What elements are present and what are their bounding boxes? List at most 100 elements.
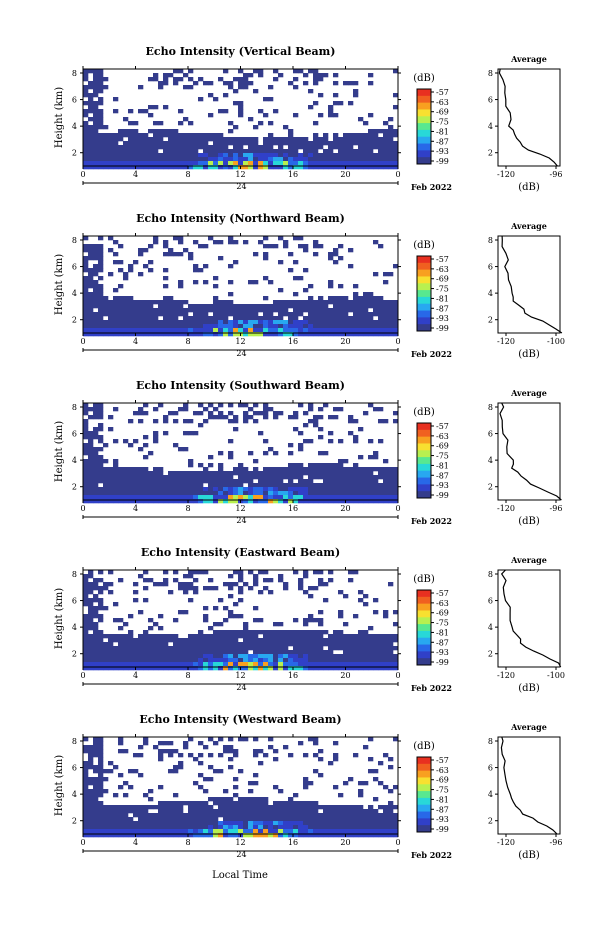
y-tick-label: 6 <box>72 263 77 272</box>
profile-x-label: (dB) <box>518 683 540 694</box>
profile-x-label: (dB) <box>518 182 540 193</box>
x-tick-label: 12 <box>235 671 245 680</box>
colorbar-segment <box>417 463 431 472</box>
heatmap-field <box>83 737 399 838</box>
y-tick-label: 2 <box>72 817 77 826</box>
panel-title: Echo Intensity (Westward Beam) <box>139 713 341 726</box>
profile-line <box>501 235 563 334</box>
profile-x-tick-label: -120 <box>497 504 515 513</box>
profile-x-label: (dB) <box>518 516 540 527</box>
profile-frame <box>497 736 561 835</box>
colorbar-tick-label: -57 <box>436 422 449 431</box>
y-tick-label: 4 <box>72 623 77 632</box>
y-tick-label: 2 <box>72 316 77 325</box>
panel-title: Echo Intensity (Eastward Beam) <box>141 546 340 559</box>
x-tick-label: 12 <box>235 170 245 179</box>
colorbar-segment <box>417 603 431 611</box>
date-tick-label: 24 <box>236 182 246 191</box>
y-tick-label: 4 <box>72 456 77 465</box>
colorbar-tick-label: -87 <box>436 471 449 480</box>
date-tick-label: 24 <box>236 516 246 525</box>
colorbar-tick-label: -63 <box>436 265 449 274</box>
colorbar-tick-label: -57 <box>436 589 449 598</box>
colorbar-segment <box>417 590 431 598</box>
colorbar-segment <box>417 644 431 652</box>
colorbar-segment <box>417 283 431 291</box>
x-tick-label: 0 <box>395 337 400 346</box>
profile-y-tick-label: 4 <box>488 456 493 465</box>
x-tick-label: 20 <box>340 337 350 346</box>
heatmap-field <box>83 69 399 170</box>
colorbar-label: (dB) <box>413 73 435 84</box>
x-tick-label: 4 <box>133 671 138 680</box>
date-label: Feb 2022 <box>411 516 452 526</box>
x-tick-label: 0 <box>80 838 85 847</box>
colorbar-tick-label: -75 <box>436 786 449 795</box>
colorbar-frame <box>416 422 432 499</box>
colorbar-segment <box>417 491 431 499</box>
colorbar-segment <box>417 777 431 785</box>
y-tick-label: 4 <box>72 289 77 298</box>
x-tick-label: 16 <box>288 838 298 847</box>
colorbar-tick-label: -93 <box>436 314 449 323</box>
y-axis-label: Height (km) <box>54 421 65 482</box>
x-tick-label: 12 <box>235 838 245 847</box>
profile-y-tick-label: 4 <box>488 790 493 799</box>
profile-y-tick-label: 4 <box>488 289 493 298</box>
colorbar-segment <box>417 129 431 138</box>
y-tick-label: 6 <box>72 764 77 773</box>
colorbar-segment <box>417 757 431 765</box>
colorbar-tick-label: -63 <box>436 432 449 441</box>
colorbar-segment <box>417 804 431 812</box>
colorbar-segment <box>417 150 431 158</box>
y-tick-label: 4 <box>72 122 77 131</box>
x-tick-label: 0 <box>80 504 85 513</box>
x-axis-label: Local Time <box>212 870 268 881</box>
colorbar-tick-label: -81 <box>436 795 449 804</box>
x-tick-label: 4 <box>133 337 138 346</box>
profile-x-tick-label: -120 <box>497 838 515 847</box>
colorbar-tick-label: -57 <box>436 88 449 97</box>
colorbar-segment <box>417 470 431 478</box>
colorbar-segment <box>417 651 431 659</box>
colorbar-tick-label: -99 <box>436 825 449 834</box>
colorbar-segment <box>417 784 431 792</box>
profile-title: Average <box>510 54 547 64</box>
date-tick-label: 24 <box>236 349 246 358</box>
colorbar-segment <box>417 610 431 618</box>
colorbar-tick-label: -69 <box>436 776 449 785</box>
x-tick-label: 0 <box>395 838 400 847</box>
profile-title: Average <box>510 221 547 231</box>
colorbar-tick-label: -63 <box>436 599 449 608</box>
profile-x-tick-label: -120 <box>497 671 515 680</box>
colorbar-segment <box>417 637 431 645</box>
panel-3: Echo Intensity (Eastward Beam)2468Height… <box>54 546 565 694</box>
panel-title: Echo Intensity (Northward Beam) <box>136 212 345 225</box>
colorbar-segment <box>417 484 431 492</box>
x-tick-label: 20 <box>340 170 350 179</box>
profile-x-label: (dB) <box>518 850 540 861</box>
colorbar-label: (dB) <box>413 240 435 251</box>
colorbar-segment <box>417 89 431 97</box>
colorbar-segment <box>417 95 431 104</box>
y-tick-label: 8 <box>72 737 77 746</box>
colorbar-segment <box>417 797 431 806</box>
x-tick-label: 0 <box>395 170 400 179</box>
date-tick-label: 24 <box>236 683 246 692</box>
colorbar-segment <box>417 256 431 264</box>
profile-title: Average <box>510 555 547 565</box>
colorbar-segment <box>417 436 431 444</box>
y-tick-label: 8 <box>72 236 77 245</box>
profile-y-tick-label: 6 <box>488 263 493 272</box>
colorbar-segment <box>417 617 431 625</box>
colorbar-segment <box>417 770 431 778</box>
panel-title: Echo Intensity (Southward Beam) <box>136 379 345 392</box>
colorbar-tick-label: -81 <box>436 294 449 303</box>
colorbar-segment <box>417 450 431 458</box>
profile-frame <box>497 235 561 334</box>
x-tick-label: 8 <box>185 504 190 513</box>
colorbar-segment <box>417 317 431 325</box>
colorbar-segment <box>417 818 431 826</box>
y-tick-label: 6 <box>72 597 77 606</box>
profile-y-tick-label: 2 <box>488 817 493 826</box>
